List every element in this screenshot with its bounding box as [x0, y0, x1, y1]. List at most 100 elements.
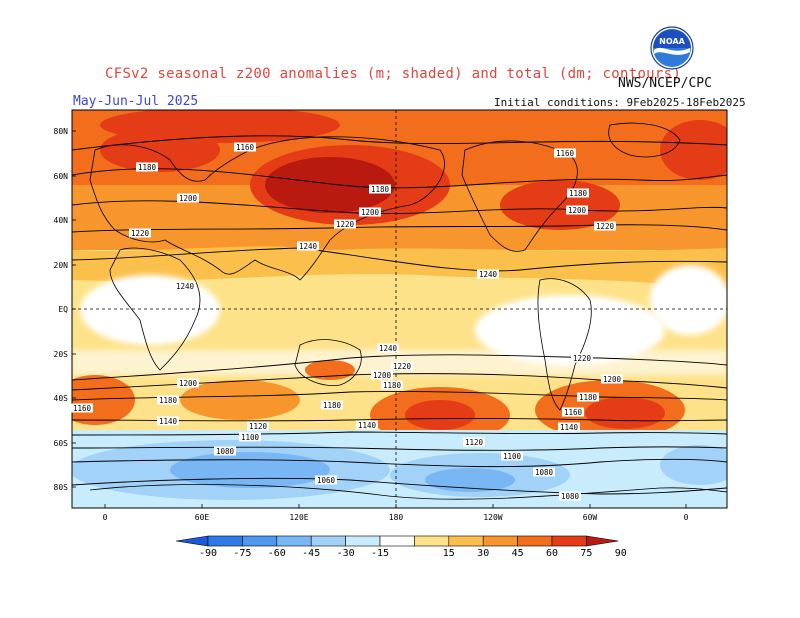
contour-label-bg	[463, 437, 485, 447]
contour-1180s	[72, 391, 727, 401]
cold-30c	[660, 445, 727, 485]
contour-label-bg	[477, 269, 499, 279]
colorbar-tick-label: -60	[268, 548, 286, 559]
contour-label: 1220	[596, 222, 615, 231]
contour-label-bg	[566, 205, 588, 215]
lon-label: 60E	[195, 513, 210, 522]
contour-label: 1180	[138, 163, 157, 172]
contour-label: 1240	[176, 282, 195, 291]
contour-label-bg	[571, 353, 593, 363]
colorbar-tick-label: -30	[337, 548, 355, 559]
colorbar-tick-label: 75	[580, 548, 592, 559]
contour-label-bg	[315, 475, 337, 485]
contour-label: 1200	[179, 379, 198, 388]
lat-label: 20S	[54, 350, 69, 359]
colorbar-swatch	[379, 535, 415, 547]
contour-label: 1120	[249, 422, 268, 431]
contour-label-bg	[501, 451, 523, 461]
contour-1080s	[72, 458, 727, 468]
siberia-90	[265, 157, 395, 213]
contour-label-bg	[297, 241, 319, 251]
colorbar-swatch	[517, 535, 553, 547]
cold-45b	[425, 468, 515, 492]
coastlines	[89, 122, 727, 500]
arctic-75	[100, 110, 340, 143]
colorbar-tick-label: 45	[512, 548, 524, 559]
svg-text:NOAA: NOAA	[659, 37, 685, 46]
contour-label: 1200	[568, 206, 587, 215]
contour-label: 1100	[241, 433, 260, 442]
contour-label-bg	[559, 491, 581, 501]
lat-label: 80N	[54, 127, 69, 136]
sh-lobe-2b	[405, 400, 475, 430]
antarctica-coast	[89, 484, 727, 500]
north-america-coast	[461, 140, 578, 252]
contour-label-bg	[369, 184, 391, 194]
contour-label-bg	[136, 162, 158, 172]
lon-label: 60W	[583, 513, 598, 522]
contour-label-bg	[239, 432, 261, 442]
lat-label: EQ	[58, 305, 68, 314]
contour-1060s	[72, 477, 727, 495]
contour-label-bg	[157, 395, 179, 405]
contour-labels: 1160118012001220124011601180120012201180…	[71, 142, 623, 501]
contour-label: 1180	[159, 396, 178, 405]
contour-label-bg	[177, 193, 199, 203]
contour-label: 1220	[573, 354, 592, 363]
lat-label: 80S	[54, 483, 69, 492]
contour-label-bg	[391, 361, 413, 371]
colorbar-swatch	[345, 535, 381, 547]
contour-label: 1220	[336, 220, 355, 229]
contour-label-bg	[321, 400, 343, 410]
contour-label-bg	[157, 416, 179, 426]
contour-label-bg	[577, 392, 599, 402]
contour-label: 1220	[131, 229, 150, 238]
colorbar-arrow-left	[175, 535, 209, 547]
africa-coast	[109, 247, 201, 371]
contour-label: 1100	[503, 452, 522, 461]
contour-label-bg	[533, 467, 555, 477]
sa-neutral	[475, 295, 665, 365]
lat-label: 60S	[54, 439, 69, 448]
contour-label-bg	[601, 374, 623, 384]
contour-label: 1060	[317, 476, 336, 485]
contour-label-bg	[247, 421, 269, 431]
contour-label: 1220	[393, 362, 412, 371]
colorbar-tick-label: 60	[546, 548, 558, 559]
contour-label: 1180	[569, 189, 588, 198]
grid-dashed	[72, 110, 727, 508]
noaa-logo: NOAA	[650, 26, 694, 70]
contour-label: 1200	[373, 371, 392, 380]
contour-label: 1180	[371, 185, 390, 194]
contour-1220s	[72, 354, 727, 381]
contour-1120s	[72, 431, 727, 436]
contour-label-bg	[174, 281, 196, 291]
contour-label-bg	[381, 380, 403, 390]
lat-label: 60N	[54, 172, 69, 181]
contour-label-bg	[554, 148, 576, 158]
colorbar: -90 -75 -60 -45 -30 -15 15 30 45 60 75 90	[175, 535, 627, 559]
contour-label-bg	[371, 370, 393, 380]
contour-1140s	[72, 418, 727, 422]
contour-label-bg	[594, 221, 616, 231]
lon-label: 120E	[289, 513, 308, 522]
south-america-coast	[537, 278, 592, 411]
lon-label: 0	[684, 513, 689, 522]
colorbar-arrow-right	[586, 535, 619, 547]
contour-label-bg	[562, 407, 584, 417]
contour-label: 1180	[323, 401, 342, 410]
colorbar-swatch	[276, 535, 312, 547]
shaded-anomalies	[72, 110, 727, 508]
lon-labels: 0 60E 120E 180 120W 60W 0	[103, 504, 689, 522]
lon-label: 180	[389, 513, 404, 522]
contour-1160	[72, 135, 727, 151]
contour-1240	[72, 247, 727, 272]
cold-45	[170, 452, 330, 488]
australia-coast	[294, 339, 362, 387]
lat-label: 20N	[54, 261, 69, 270]
sh-lobe-1	[180, 380, 300, 420]
eurasia-coast	[89, 136, 445, 281]
contour-label: 1160	[236, 143, 255, 152]
chart-title: CFSv2 seasonal z200 anomalies (m; shaded…	[105, 66, 682, 82]
